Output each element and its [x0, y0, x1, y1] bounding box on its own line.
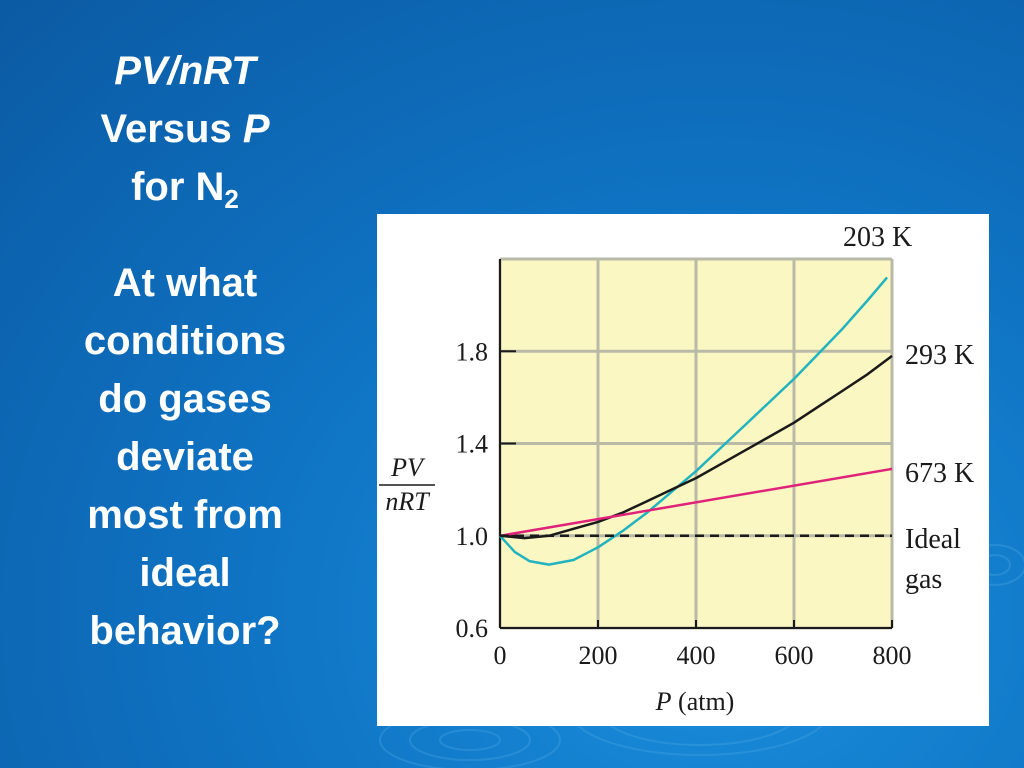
question-line: conditions	[83, 319, 287, 363]
x-axis-label: P (atm)	[655, 687, 735, 716]
question-line: do gases	[98, 377, 272, 421]
spacer	[40, 216, 330, 254]
y-tick-label: 1.8	[456, 337, 489, 366]
x-axis-label-unit: (atm)	[678, 687, 734, 716]
slide-title-line3: for N2	[40, 158, 330, 216]
series-group	[499, 276, 893, 566]
x-axis-label-var: P	[655, 687, 672, 716]
slide-title-line1: PV/nRT	[114, 49, 256, 93]
question-line: ideal	[139, 551, 231, 595]
y-tick-label: 1.4	[456, 430, 489, 459]
series-line-203-k	[499, 276, 889, 566]
x-tick-label: 800	[873, 641, 912, 670]
title-p: P	[242, 107, 270, 151]
y-tick-label: 1.0	[456, 522, 489, 551]
pv-nrt-chart: 0 200 400 600 800 0.6 1.0 1.4 1.8 203 K 293 K 673 …	[379, 222, 974, 716]
x-tick-label: 0	[494, 641, 507, 670]
series-label-gas: gas	[905, 564, 942, 595]
x-tick-label: 400	[677, 641, 716, 670]
series-line-673-k	[499, 467, 893, 538]
series-label-203k: 203 K	[843, 222, 912, 253]
series-label-673k: 673 K	[905, 458, 974, 489]
question-line: At what	[112, 261, 258, 305]
title-subscript: 2	[224, 184, 239, 214]
y-axis-label-bottom: nRT	[385, 487, 430, 516]
y-tick-label: 0.6	[456, 614, 489, 643]
y-axis-label-top: PV	[390, 453, 426, 482]
title-for-n: for N	[131, 165, 225, 209]
series-label-ideal: Ideal	[905, 524, 961, 555]
series-label-293k: 293 K	[905, 340, 974, 371]
question-line: behavior?	[89, 609, 281, 653]
chart-panel: 0 200 400 600 800 0.6 1.0 1.4 1.8 203 K 293 K 673 …	[377, 214, 989, 726]
labels: 203 K 293 K 673 K Ideal gas	[843, 222, 974, 595]
x-tick-label: 600	[775, 641, 814, 670]
question-line: most from	[87, 493, 283, 537]
x-tick-label: 200	[579, 641, 618, 670]
slide-title-block: PV/nRT Versus P for N2 At what condition…	[40, 42, 330, 660]
slide-title-line2: Versus P	[40, 100, 330, 158]
series-line-293-k	[499, 354, 893, 540]
title-versus: Versus	[100, 107, 243, 151]
axis-titles: PV nRT P (atm)	[379, 453, 734, 716]
question-line: deviate	[116, 435, 254, 479]
ticks: 0 200 400 600 800 0.6 1.0 1.4 1.8	[456, 337, 912, 670]
slide-question: At what conditions do gases deviate most…	[40, 254, 330, 660]
